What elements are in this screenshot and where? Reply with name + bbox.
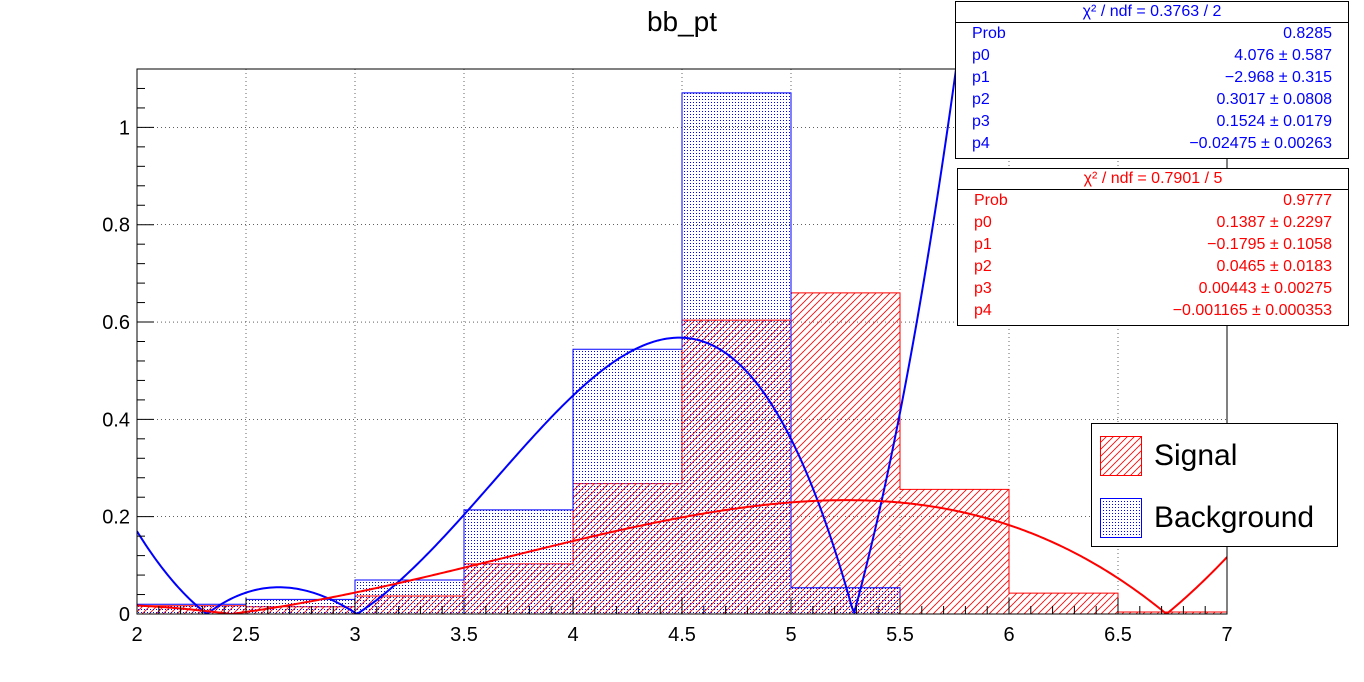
param-label: p2	[972, 91, 990, 108]
param-label: p0	[972, 47, 990, 64]
x-tick-label: 6	[1003, 624, 1014, 646]
signal-fit-statbox: χ² / ndf = 0.7901 / 5 Prob 0.9777 p0 0.138…	[957, 168, 1349, 326]
bar-background	[791, 587, 900, 614]
param-value: 0.0465 ± 0.0183	[1216, 258, 1332, 275]
param-value: 0.00443 ± 0.00275	[1198, 280, 1332, 297]
bar-background	[246, 599, 355, 614]
statbox-row: p4 −0.02475 ± 0.00263	[956, 133, 1348, 155]
bar-background	[573, 349, 682, 614]
fit-curve-signal	[137, 499, 1227, 614]
histogram-bars	[137, 92, 1227, 614]
statbox-row: p3 0.1524 ± 0.0179	[956, 111, 1348, 133]
fit-curves	[137, 69, 1227, 614]
param-value: −2.968 ± 0.315	[1224, 69, 1332, 86]
legend-label-signal: Signal	[1154, 439, 1238, 472]
param-label: p4	[972, 135, 990, 152]
param-label: p0	[974, 214, 992, 231]
param-value: 0.1387 ± 0.2297	[1216, 214, 1332, 231]
legend-item-background: Background	[1100, 496, 1314, 540]
statbox-row: p2 0.3017 ± 0.0808	[956, 89, 1348, 111]
x-tick-label: 7	[1221, 624, 1232, 646]
statbox-header: χ² / ndf = 0.7901 / 5	[958, 169, 1348, 190]
y-tick-label: 0.2	[102, 507, 130, 529]
y-tick-label: 0.4	[102, 409, 130, 431]
param-label: p3	[974, 280, 992, 297]
legend: Signal Background	[1091, 423, 1338, 547]
statbox-row: p0 0.1387 ± 0.2297	[958, 212, 1348, 234]
param-label: p4	[974, 302, 992, 319]
statbox-row: p3 0.00443 ± 0.00275	[958, 278, 1348, 300]
param-label: Prob	[974, 192, 1008, 209]
param-value: −0.1795 ± 0.1058	[1207, 236, 1332, 253]
param-label: p1	[974, 236, 992, 253]
background-swatch-icon	[1100, 498, 1142, 538]
statbox-row: p1 −0.1795 ± 0.1058	[958, 234, 1348, 256]
y-tick-label: 0.6	[102, 312, 130, 334]
param-value: 0.9777	[1283, 192, 1332, 209]
x-tick-label: 2.5	[232, 624, 260, 646]
bar-signal	[1118, 612, 1227, 614]
x-tick-label: 3	[349, 624, 360, 646]
y-tick-label: 1	[119, 117, 130, 139]
chart-title: bb_pt	[646, 6, 718, 37]
legend-label-background: Background	[1154, 501, 1315, 534]
param-value: −0.001165 ± 0.000353	[1172, 302, 1332, 319]
param-value: 4.076 ± 0.587	[1234, 47, 1332, 64]
param-value: 0.1524 ± 0.0179	[1216, 113, 1332, 130]
param-value: 0.3017 ± 0.0808	[1216, 91, 1332, 108]
param-label: p1	[972, 69, 990, 86]
x-tick-label: 5.5	[886, 624, 914, 646]
legend-item-signal: Signal	[1100, 434, 1237, 478]
bar-background	[464, 509, 573, 614]
bar-signal	[791, 292, 900, 614]
bar-background	[682, 92, 791, 614]
bar-signal	[900, 489, 1009, 614]
y-tick-label: 0	[119, 604, 130, 626]
x-tick-label: 6.5	[1104, 624, 1132, 646]
statbox-row: p1 −2.968 ± 0.315	[956, 67, 1348, 89]
param-label: Prob	[972, 25, 1006, 42]
statbox-row: p2 0.0465 ± 0.0183	[958, 256, 1348, 278]
statbox-row: Prob 0.8285	[956, 23, 1348, 45]
statbox-row: p0 4.076 ± 0.587	[956, 45, 1348, 67]
bar-signal	[1009, 593, 1118, 614]
x-tick-label: 4.5	[668, 624, 696, 646]
fit-curve-background	[137, 69, 958, 614]
signal-swatch-icon	[1100, 436, 1142, 476]
param-label: p3	[972, 113, 990, 130]
param-label: p2	[974, 258, 992, 275]
x-tick-label: 5	[785, 624, 796, 646]
x-tick-label: 3.5	[450, 624, 478, 646]
statbox-header: χ² / ndf = 0.3763 / 2	[956, 2, 1348, 23]
x-tick-label: 2	[131, 624, 142, 646]
background-fit-statbox: χ² / ndf = 0.3763 / 2 Prob 0.8285 p0 4.076…	[955, 1, 1349, 159]
y-tick-label: 0.8	[102, 215, 130, 237]
x-tick-label: 4	[567, 624, 578, 646]
bar-background	[355, 579, 464, 614]
statbox-row: Prob 0.9777	[958, 190, 1348, 212]
axes: 2 2.5 3 3.5 4 4.5 5 5.5 6 6.5 7 0 0.2 0.4 0.6 0.8 1	[102, 68, 1233, 646]
param-value: 0.8285	[1283, 25, 1332, 42]
statbox-row: p4 −0.001165 ± 0.000353	[958, 300, 1348, 322]
param-value: −0.02475 ± 0.00263	[1189, 135, 1332, 152]
